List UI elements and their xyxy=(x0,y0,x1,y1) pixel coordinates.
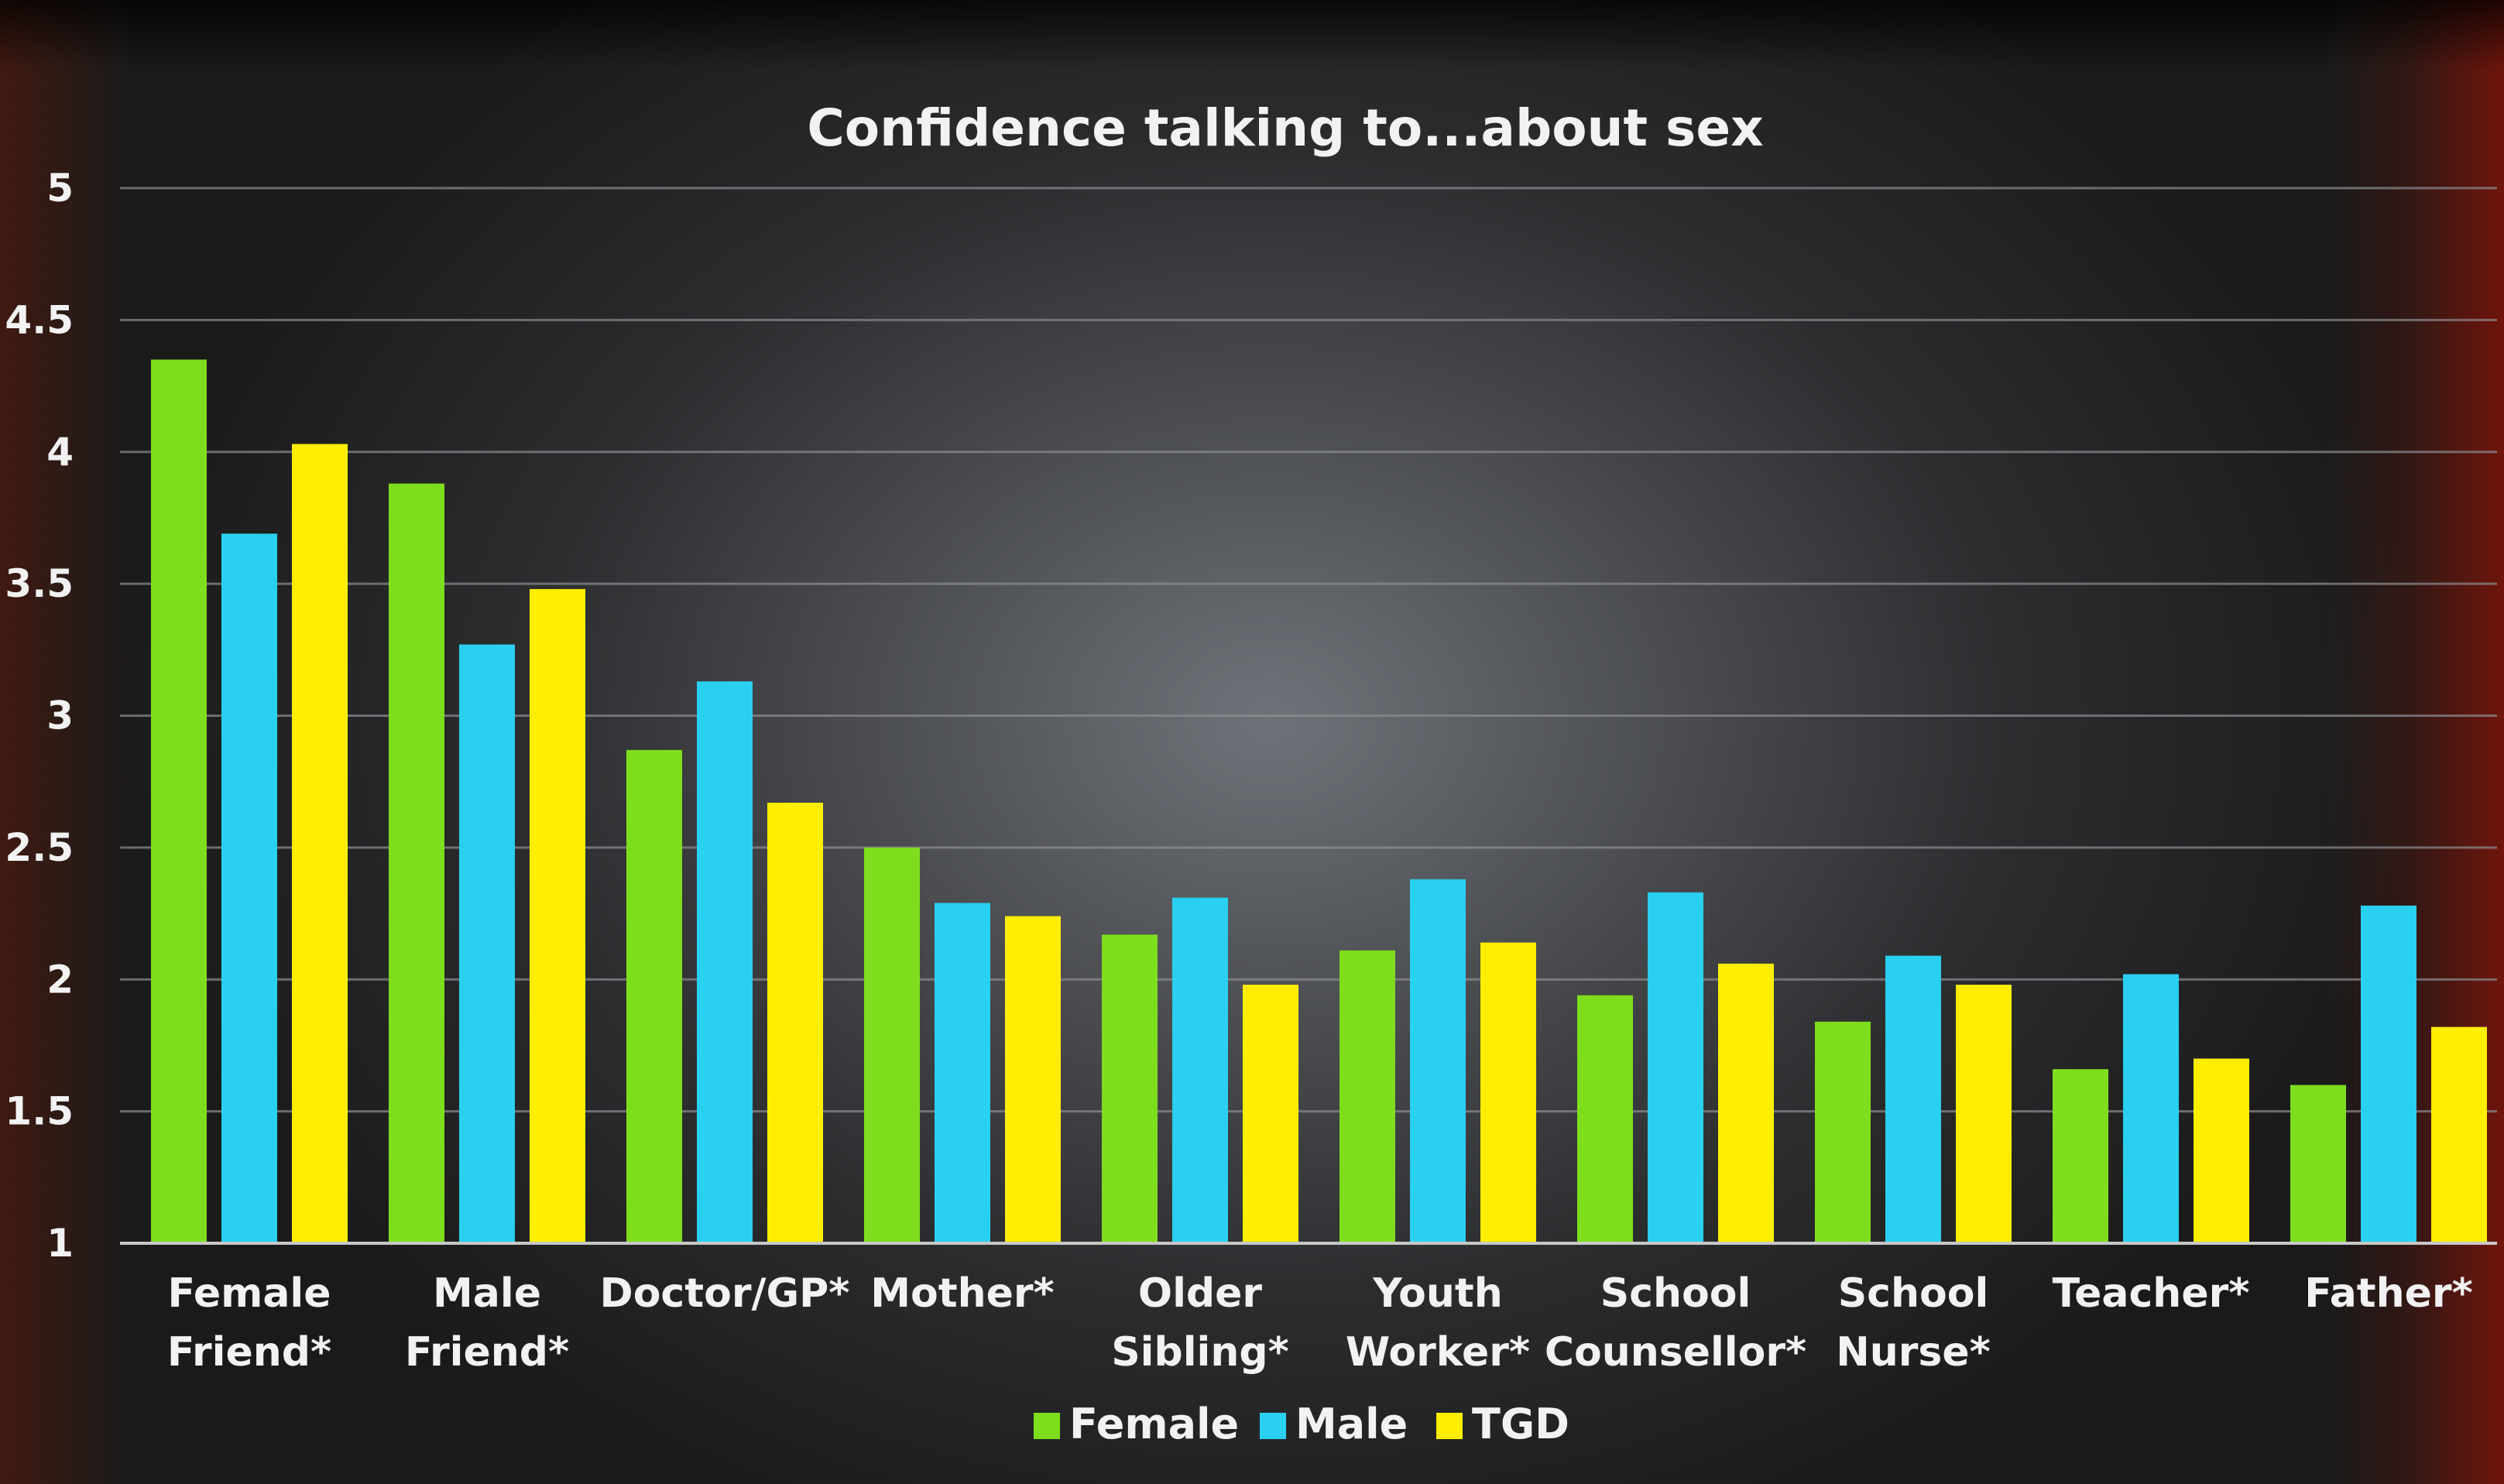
y-tick-label: 4 xyxy=(46,430,74,475)
legend-label-female: Female xyxy=(1069,1400,1239,1448)
bar-female-6 xyxy=(1577,995,1633,1243)
bar-male-8 xyxy=(2123,974,2179,1243)
x-category-label: Mother* xyxy=(870,1270,1054,1317)
bar-tgd-9 xyxy=(2431,1026,2487,1243)
legend-label-tgd: TGD xyxy=(1472,1400,1569,1448)
bar-male-1 xyxy=(459,644,515,1243)
y-axis-tick-labels: 1 1.5 2 2.5 3 3.5 4 4.5 5 xyxy=(5,166,74,1266)
bar-male-9 xyxy=(2361,905,2417,1243)
x-category-label: Doctor/GP* xyxy=(600,1270,850,1317)
x-category-label: Teacher* xyxy=(2053,1270,2250,1317)
bar-female-4 xyxy=(1102,934,1158,1243)
x-category-label: School xyxy=(1838,1270,1989,1317)
bar-tgd-0 xyxy=(292,444,348,1243)
bar-tgd-8 xyxy=(2194,1058,2249,1243)
x-category-label: Counsellor* xyxy=(1545,1329,1806,1376)
legend-swatch-tgd xyxy=(1436,1413,1463,1439)
x-category-label: Sibling* xyxy=(1111,1329,1289,1376)
legend: Female Male TGD xyxy=(1034,1400,1569,1448)
chart-title: Confidence talking to...about sex xyxy=(807,98,1763,158)
y-tick-label: 2.5 xyxy=(5,825,74,870)
x-axis-category-labels: Female Friend* Male Friend* Doctor/GP* Mother… xyxy=(167,1270,2473,1376)
x-category-label: Worker* xyxy=(1346,1329,1530,1376)
bar-female-9 xyxy=(2290,1085,2346,1243)
y-tick-label: 2 xyxy=(46,957,74,1002)
x-category-label: Father* xyxy=(2304,1270,2473,1317)
bar-tgd-7 xyxy=(1956,985,2012,1243)
y-tick-label: 4.5 xyxy=(5,297,74,342)
x-category-label: Nurse* xyxy=(1836,1329,1991,1376)
y-tick-label: 3 xyxy=(46,694,74,739)
bar-tgd-2 xyxy=(767,802,823,1243)
bar-female-2 xyxy=(626,749,682,1243)
x-category-label: Older xyxy=(1138,1270,1263,1317)
legend-swatch-male xyxy=(1260,1413,1286,1439)
bar-male-6 xyxy=(1648,892,1703,1243)
left-vignette xyxy=(0,0,132,1484)
bars xyxy=(151,359,2487,1243)
y-tick-label: 3.5 xyxy=(5,561,74,606)
x-category-label: Male xyxy=(433,1270,541,1317)
legend-swatch-female xyxy=(1034,1413,1060,1439)
x-category-label: Youth xyxy=(1372,1270,1503,1317)
bar-female-7 xyxy=(1815,1021,1871,1243)
legend-label-male: Male xyxy=(1295,1400,1408,1448)
bar-female-0 xyxy=(151,359,207,1243)
bar-male-3 xyxy=(935,903,990,1243)
bar-tgd-4 xyxy=(1243,985,1298,1243)
bar-tgd-6 xyxy=(1718,963,1774,1243)
bar-male-0 xyxy=(221,533,277,1243)
bar-female-8 xyxy=(2053,1069,2108,1243)
bar-male-4 xyxy=(1172,897,1228,1243)
top-vignette xyxy=(0,0,2504,70)
bar-female-5 xyxy=(1339,950,1395,1243)
bar-tgd-3 xyxy=(1005,916,1061,1243)
y-tick-label: 5 xyxy=(46,166,74,211)
bar-male-7 xyxy=(1885,955,1941,1243)
bar-male-2 xyxy=(697,681,753,1243)
bar-female-3 xyxy=(864,847,920,1243)
y-tick-label: 1 xyxy=(46,1221,74,1266)
bar-female-1 xyxy=(389,483,444,1243)
bar-tgd-5 xyxy=(1480,942,1536,1243)
x-category-label: Friend* xyxy=(167,1329,331,1376)
bar-male-5 xyxy=(1410,879,1466,1243)
x-category-label: Friend* xyxy=(405,1329,569,1376)
x-category-label: School xyxy=(1600,1270,1751,1317)
bar-tgd-1 xyxy=(530,588,585,1243)
x-category-label: Female xyxy=(167,1270,331,1317)
y-tick-label: 1.5 xyxy=(5,1089,74,1134)
